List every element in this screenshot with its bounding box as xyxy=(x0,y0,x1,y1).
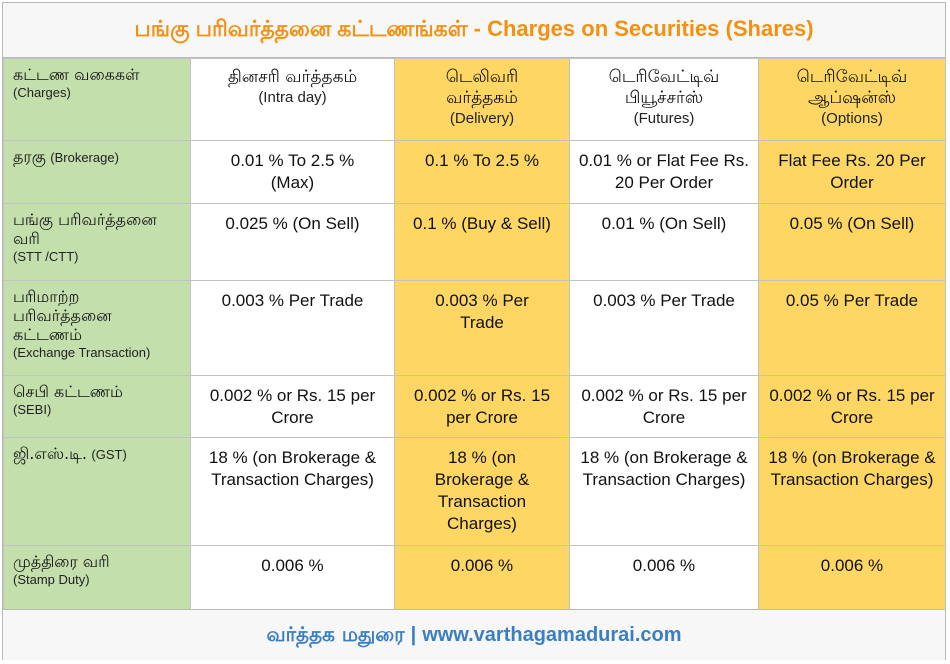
header-label-tamil: கட்டண வகைகள் xyxy=(13,65,140,84)
row-label-english: (Brokerage) xyxy=(50,150,119,165)
column-header-english: (Intra day) xyxy=(258,89,327,106)
row-label-tamil: பரிமாற்ற பரிவர்த்தனை கட்டணம் xyxy=(13,287,112,344)
table-cell: 18 % (on Brokerage & Transaction Charges… xyxy=(569,437,759,546)
table-cell: 0.003 % Per Trade xyxy=(569,280,759,376)
table-cell: 18 % (on Brokerage & Transaction Charges… xyxy=(190,437,395,546)
row-label-gst: ஜி.எஸ்.டி. (GST) xyxy=(3,437,191,546)
table-row: தரகு (Brokerage) 0.01 % To 2.5 % (Max) 0… xyxy=(3,140,946,204)
table-cell: 0.003 % Per Trade xyxy=(190,280,395,376)
table-cell: 0.025 % (On Sell) xyxy=(190,203,395,281)
column-header-delivery: டெலிவரி வர்த்தகம் (Delivery) xyxy=(394,58,570,141)
table-cell: 0.01 % To 2.5 % (Max) xyxy=(190,140,395,204)
row-label-english: (GST) xyxy=(91,447,127,462)
row-label-english: (Stamp Duty) xyxy=(13,572,90,587)
row-label-tamil: செபி கட்டணம் xyxy=(13,382,123,401)
row-label-stt: பங்கு பரிவர்த்தனை வரி (STT /CTT) xyxy=(3,203,191,281)
table-cell: 0.006 % xyxy=(394,545,570,610)
row-label-stamp-duty: முத்திரை வரி (Stamp Duty) xyxy=(3,545,191,610)
row-label-tamil: தரகு xyxy=(13,147,46,166)
table-cell: 18 % (on Brokerage & Transaction Charges… xyxy=(394,437,570,546)
row-label-english: (STT /CTT) xyxy=(13,249,79,264)
table-cell: 0.002 % or Rs. 15 per Crore xyxy=(569,375,759,438)
row-label-tamil: முத்திரை வரி xyxy=(13,552,110,571)
table-row: செபி கட்டணம் (SEBI) 0.002 % or Rs. 15 pe… xyxy=(3,375,946,438)
column-header-tamil: டெரிவேட்டிவ் ஆப்ஷன்ஸ் xyxy=(796,67,908,108)
header-row: கட்டண வகைகள் (Charges) தினசரி வர்த்தகம் … xyxy=(3,58,946,141)
row-label-english: (SEBI) xyxy=(13,402,52,417)
table-row: முத்திரை வரி (Stamp Duty) 0.006 % 0.006 … xyxy=(3,545,946,610)
charges-table: கட்டண வகைகள் (Charges) தினசரி வர்த்தகம் … xyxy=(3,58,946,610)
footer-separator: | xyxy=(410,623,417,646)
table-row: பரிமாற்ற பரிவர்த்தனை கட்டணம் (Exchange T… xyxy=(3,280,946,376)
header-label-english: (Charges) xyxy=(13,85,71,100)
table-cell: 0.05 % (On Sell) xyxy=(758,203,946,281)
row-label-tamil: பங்கு பரிவர்த்தனை வரி xyxy=(13,210,157,248)
column-header-tamil: தினசரி வர்த்தகம் xyxy=(227,67,358,87)
table-cell: 0.006 % xyxy=(569,545,759,610)
table-row: பங்கு பரிவர்த்தனை வரி (STT /CTT) 0.025 %… xyxy=(3,203,946,281)
column-header-futures: டெரிவேட்டிவ் பியூச்சர்ஸ் (Futures) xyxy=(569,58,759,141)
row-label-english: (Exchange Transaction) xyxy=(13,345,151,360)
table-cell: 0.002 % or Rs. 15 per Crore xyxy=(394,375,570,438)
table-cell: 0.01 % (On Sell) xyxy=(569,203,759,281)
footer-website-link[interactable]: www.varthagamadurai.com xyxy=(422,623,682,646)
footer: வர்த்தக மதுரை | www.varthagamadurai.com xyxy=(3,609,945,660)
column-header-english: (Futures) xyxy=(633,110,695,127)
table-cell: 0.05 % Per Trade xyxy=(758,280,946,376)
column-header-intraday: தினசரி வர்த்தகம் (Intra day) xyxy=(190,58,395,141)
row-label-exchange: பரிமாற்ற பரிவர்த்தனை கட்டணம் (Exchange T… xyxy=(3,280,191,376)
table-cell: 0.003 % Per Trade xyxy=(394,280,570,376)
column-header-english: (Delivery) xyxy=(449,110,515,127)
table-row: ஜி.எஸ்.டி. (GST) 18 % (on Brokerage & Tr… xyxy=(3,437,946,546)
footer-brand: வர்த்தக மதுரை xyxy=(266,621,405,646)
table-cell: 0.01 % or Flat Fee Rs. 20 Per Order xyxy=(569,140,759,204)
column-header-english: (Options) xyxy=(821,110,883,127)
page-title: பங்கு பரிவர்த்தனை கட்டணங்கள் - Charges o… xyxy=(3,3,945,58)
header-label-cell: கட்டண வகைகள் (Charges) xyxy=(3,58,191,141)
column-header-tamil: டெலிவரி வர்த்தகம் xyxy=(445,67,519,108)
row-label-brokerage: தரகு (Brokerage) xyxy=(3,140,191,204)
column-header-tamil: டெரிவேட்டிவ் பியூச்சர்ஸ் xyxy=(608,67,720,108)
table-cell: 18 % (on Brokerage & Transaction Charges… xyxy=(758,437,946,546)
table-cell: 0.006 % xyxy=(758,545,946,610)
column-header-options: டெரிவேட்டிவ் ஆப்ஷன்ஸ் (Options) xyxy=(758,58,946,141)
table-cell: 0.006 % xyxy=(190,545,395,610)
table-cell: 0.1 % (Buy & Sell) xyxy=(394,203,570,281)
row-label-sebi: செபி கட்டணம் (SEBI) xyxy=(3,375,191,438)
row-label-tamil: ஜி.எஸ்.டி. xyxy=(13,444,87,463)
table-cell: 0.002 % or Rs. 15 per Crore xyxy=(190,375,395,438)
table-cell: 0.002 % or Rs. 15 per Crore xyxy=(758,375,946,438)
table-cell: 0.1 % To 2.5 % xyxy=(394,140,570,204)
table-cell: Flat Fee Rs. 20 Per Order xyxy=(758,140,946,204)
